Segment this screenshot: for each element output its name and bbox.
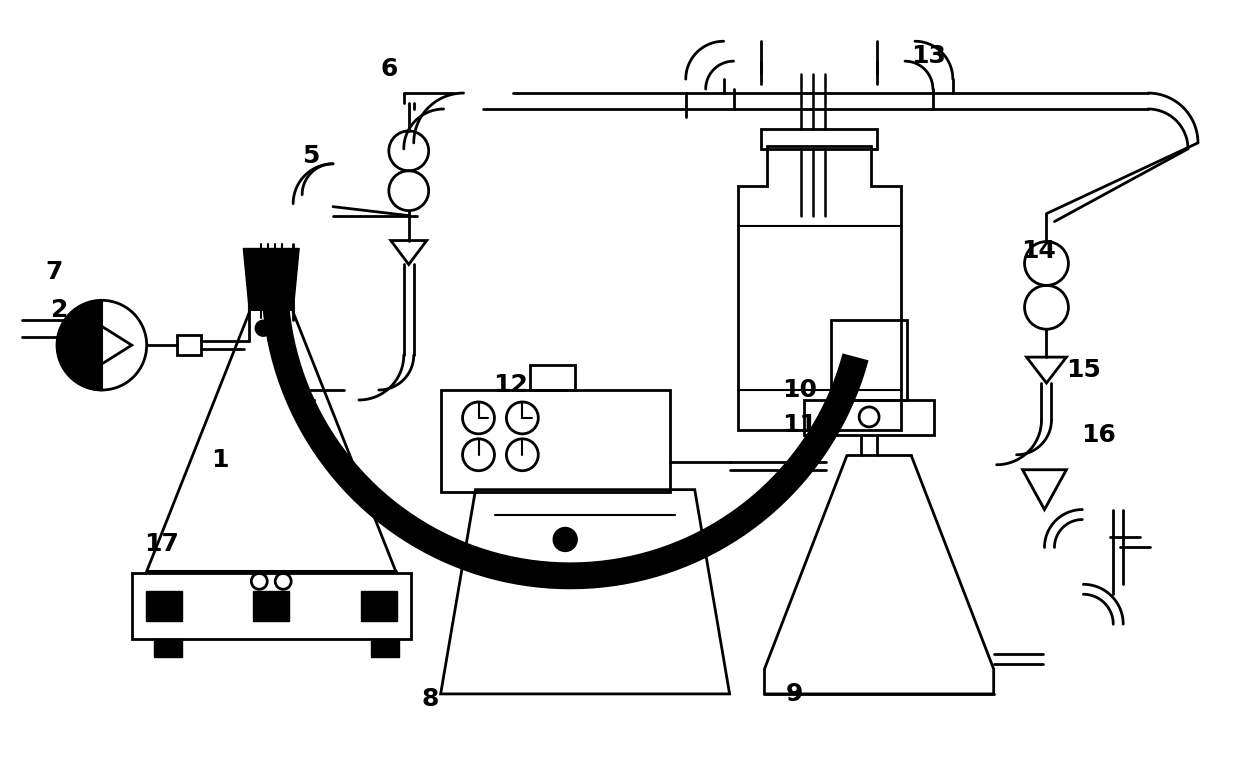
Text: 9: 9 <box>786 682 804 706</box>
Text: 3: 3 <box>263 276 280 300</box>
Circle shape <box>255 321 272 336</box>
Bar <box>831 321 906 400</box>
Bar <box>761 129 877 149</box>
Bar <box>805 400 934 435</box>
Bar <box>253 591 289 621</box>
Text: 13: 13 <box>911 45 946 68</box>
Text: 5: 5 <box>303 144 320 168</box>
Text: 1: 1 <box>211 448 228 472</box>
Text: 16: 16 <box>1081 423 1116 447</box>
Circle shape <box>270 326 283 338</box>
Text: 2: 2 <box>51 298 68 322</box>
Bar <box>371 639 399 657</box>
Text: 6: 6 <box>381 57 398 81</box>
Bar <box>361 591 397 621</box>
Bar <box>440 390 670 492</box>
Text: 10: 10 <box>782 378 817 402</box>
PathPatch shape <box>263 305 868 590</box>
Bar <box>145 591 181 621</box>
Text: 17: 17 <box>144 533 179 557</box>
Text: 8: 8 <box>422 687 439 711</box>
Text: 7: 7 <box>46 260 63 285</box>
Text: 11: 11 <box>782 413 817 437</box>
Circle shape <box>553 528 577 551</box>
Bar <box>531 365 575 390</box>
Polygon shape <box>243 249 299 310</box>
Bar <box>154 639 181 657</box>
Bar <box>131 573 410 639</box>
Text: 12: 12 <box>494 373 528 397</box>
Bar <box>176 335 201 355</box>
Text: 14: 14 <box>1021 239 1056 263</box>
Text: 4: 4 <box>263 307 280 330</box>
Text: 15: 15 <box>1066 358 1101 382</box>
